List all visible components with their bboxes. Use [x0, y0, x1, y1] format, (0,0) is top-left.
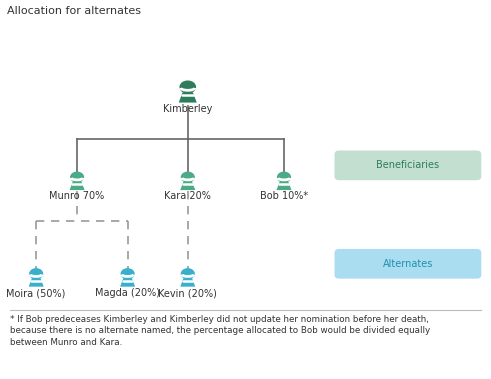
Polygon shape [70, 182, 84, 190]
Text: Kimberley: Kimberley [163, 104, 213, 114]
Circle shape [30, 269, 43, 279]
Circle shape [181, 172, 194, 182]
Text: Bob 10%*: Bob 10%* [260, 191, 308, 201]
Polygon shape [180, 182, 195, 190]
Polygon shape [276, 182, 292, 190]
Text: Beneficiaries: Beneficiaries [376, 160, 439, 170]
Text: Munro 70%: Munro 70% [50, 191, 105, 201]
Circle shape [181, 269, 194, 279]
Circle shape [71, 172, 83, 182]
Text: Kevin (20%): Kevin (20%) [158, 288, 217, 298]
Polygon shape [179, 92, 197, 103]
Text: Allocation for alternates: Allocation for alternates [7, 6, 141, 16]
FancyBboxPatch shape [334, 150, 481, 180]
Text: Alternates: Alternates [382, 259, 433, 269]
FancyBboxPatch shape [334, 249, 481, 279]
Circle shape [121, 269, 134, 279]
Polygon shape [180, 278, 195, 287]
Circle shape [180, 81, 195, 93]
Text: Kara 20%: Kara 20% [164, 191, 211, 201]
Polygon shape [120, 278, 135, 287]
Text: Moira (50%): Moira (50%) [6, 288, 66, 298]
Circle shape [277, 172, 290, 182]
Text: Magda (20%): Magda (20%) [95, 288, 160, 298]
Polygon shape [28, 278, 44, 287]
Text: * If Bob predeceases Kimberley and Kimberley did not update her nomination befor: * If Bob predeceases Kimberley and Kimbe… [10, 315, 430, 347]
